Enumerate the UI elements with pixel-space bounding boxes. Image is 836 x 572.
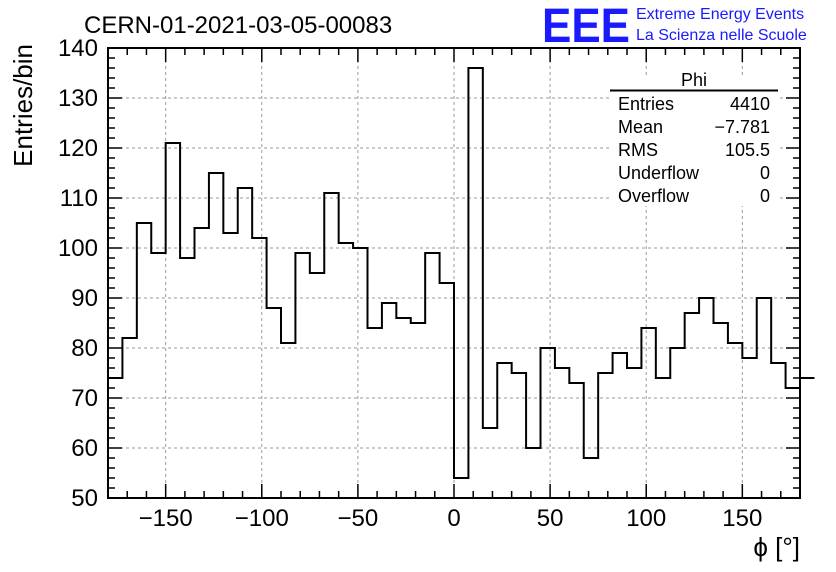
- histogram-bin: [368, 328, 382, 498]
- stats-box-title: Phi: [681, 70, 707, 90]
- x-tick-label: 100: [626, 505, 666, 532]
- y-tick-label: 60: [71, 435, 98, 462]
- eee-logo: EEE Extreme Energy Events La Scienza nel…: [542, 0, 807, 53]
- stats-box: Phi Entries 4410 Mean −7.781 RMS 105.5 Underfl…: [610, 70, 778, 206]
- histogram-bin: [757, 298, 771, 498]
- histogram-bin: [468, 68, 482, 498]
- histogram-bin: [598, 373, 612, 498]
- histogram-bin: [339, 243, 353, 498]
- histogram-bin: [512, 373, 526, 498]
- histogram-bin: [267, 308, 281, 498]
- histogram-bin: [541, 348, 555, 498]
- x-tick-label: 0: [447, 505, 460, 532]
- histogram-bin: [425, 253, 439, 498]
- histogram-bin: [310, 273, 324, 498]
- histogram-bin: [137, 223, 151, 498]
- histogram-bin: [454, 478, 468, 498]
- histogram-bin: [324, 193, 338, 498]
- histogram-bin: [584, 458, 598, 498]
- stats-row-label: Entries: [618, 94, 674, 114]
- stats-row-value: 4410: [730, 94, 770, 114]
- histogram-bin: [497, 363, 511, 498]
- chart-title: CERN-01-2021-03-05-00083: [84, 12, 392, 39]
- histogram-line: [108, 67, 815, 479]
- histogram-bin: [641, 328, 655, 498]
- histogram-bin: [714, 323, 728, 498]
- histogram-bin: [122, 338, 136, 498]
- histogram-bin: [223, 233, 237, 498]
- axes: −150 −100 −50 0 50 100 150 50 60 70 80 90 100 110 120 1…: [58, 35, 801, 532]
- stats-row-value: 0: [760, 163, 770, 183]
- histogram-bin: [295, 253, 309, 498]
- eee-logo-line1: Extreme Energy Events: [636, 6, 804, 23]
- stats-row-value: 0: [760, 186, 770, 206]
- histogram-bin: [238, 188, 252, 498]
- histogram-bin: [252, 238, 266, 498]
- histogram-bin: [195, 228, 209, 498]
- stats-row-label: Overflow: [618, 186, 690, 206]
- histogram-bin: [555, 368, 569, 498]
- histogram-bin: [670, 348, 684, 498]
- histogram-bin: [440, 283, 454, 498]
- eee-logo-mark: EEE: [542, 0, 630, 53]
- histogram-bin: [685, 313, 699, 498]
- histogram-bin: [613, 353, 627, 498]
- histogram-series: [108, 67, 815, 498]
- y-tick-label: 80: [71, 335, 98, 362]
- y-tick-label: 110: [60, 185, 98, 212]
- histogram-bin: [209, 173, 223, 498]
- y-tick-label: 50: [71, 485, 98, 512]
- histogram-bin: [166, 143, 180, 498]
- x-tick-label: 50: [537, 505, 564, 532]
- histogram-bin: [353, 248, 367, 498]
- histogram-bin: [771, 363, 785, 498]
- eee-logo-line2: La Scienza nelle Scuole: [636, 27, 807, 44]
- stats-row-value: −7.781: [714, 117, 770, 137]
- x-tick-label: −100: [235, 505, 289, 532]
- histogram-bin: [742, 358, 756, 498]
- histogram-bin: [728, 343, 742, 498]
- y-tick-label: 70: [71, 385, 98, 412]
- x-tick-label: −150: [139, 505, 193, 532]
- histogram-bin: [699, 298, 713, 498]
- histogram-bin: [526, 448, 540, 498]
- stats-box-rows: Entries 4410 Mean −7.781 RMS 105.5 Underflow 0 O…: [618, 94, 770, 206]
- histogram-bin: [483, 428, 497, 498]
- stats-box-background: [610, 76, 778, 206]
- stats-row-label: Mean: [618, 117, 663, 137]
- histogram-bin: [180, 258, 194, 498]
- x-tick-label: −50: [338, 505, 379, 532]
- y-tick-label: 140: [58, 35, 98, 62]
- histogram-bin: [396, 318, 410, 498]
- histogram-bin: [656, 378, 670, 498]
- histogram-bin: [151, 253, 165, 498]
- y-tick-label: 120: [58, 135, 98, 162]
- y-axis-label: Entries/bin: [8, 44, 38, 167]
- histogram-bin: [281, 343, 295, 498]
- histogram-bin: [569, 383, 583, 498]
- histogram-bin: [382, 303, 396, 498]
- y-tick-label: 100: [58, 235, 98, 262]
- histogram-bin: [800, 378, 814, 498]
- y-tick-label: 130: [58, 85, 98, 112]
- stats-row-label: Underflow: [618, 163, 700, 183]
- y-tick-label: 90: [71, 285, 98, 312]
- histogram-bin: [411, 323, 425, 498]
- histogram-bin: [786, 388, 800, 498]
- stats-row-label: RMS: [618, 140, 658, 160]
- stats-row-value: 105.5: [725, 140, 770, 160]
- histogram-bin: [627, 368, 641, 498]
- x-axis-label: ϕ [°]: [753, 532, 800, 562]
- x-tick-label: 150: [722, 505, 762, 532]
